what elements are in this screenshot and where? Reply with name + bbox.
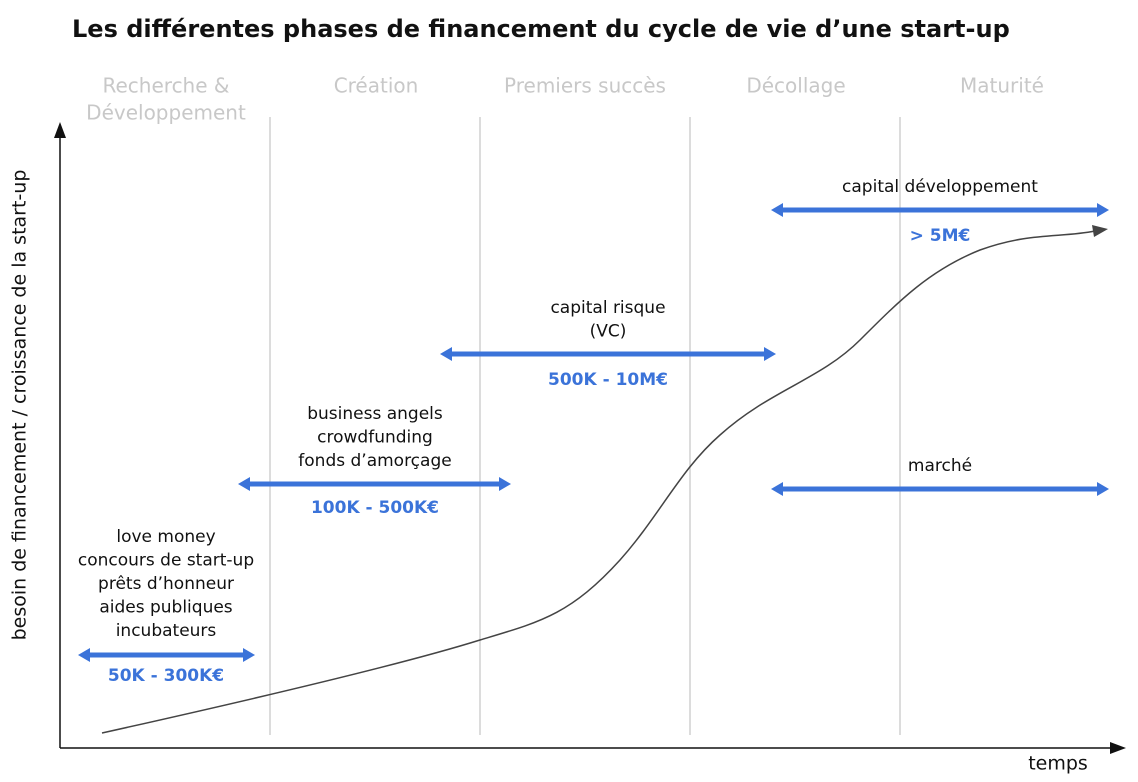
stage-label: aides publiques (99, 598, 232, 618)
title: Les différentes phases de financement du… (72, 15, 1010, 43)
arrow-head (243, 648, 255, 662)
stage-label: prêts d’honneur (98, 574, 234, 594)
stage-label: business angels (307, 404, 443, 424)
phase-label: Recherche & (103, 74, 230, 98)
stage-label: capital risque (550, 298, 665, 318)
stage-amount: 50K - 300K€ (108, 666, 224, 686)
arrow-head (1097, 203, 1109, 217)
y-axis-arrow (54, 122, 66, 138)
phase-label: Création (334, 74, 419, 98)
arrow-head (771, 482, 783, 496)
phase-label: Premiers succès (504, 74, 666, 98)
arrow-head (238, 477, 250, 491)
market-label: marché (908, 456, 972, 476)
stage-label: fonds d’amorçage (298, 451, 451, 471)
stage-label: love money (116, 527, 215, 547)
stage-label: concours de start-up (78, 551, 254, 571)
arrow-head (499, 477, 511, 491)
stage-amount: 500K - 10M€ (548, 370, 668, 390)
phase-label: Maturité (960, 74, 1044, 98)
arrow-head (764, 347, 776, 361)
stage-amount: 100K - 500K€ (311, 498, 439, 518)
content: Recherche & Développement Création Premiers… (78, 74, 1109, 686)
axes (54, 122, 1126, 754)
stage-label: incubateurs (116, 621, 217, 641)
stage-label: (VC) (590, 322, 627, 342)
growth-curve-arrow (1092, 225, 1108, 237)
stage-amount: > 5M€ (910, 226, 971, 246)
arrow-head (1097, 482, 1109, 496)
x-axis-arrow (1110, 742, 1126, 754)
arrow-head (440, 347, 452, 361)
growth-curve (101, 230, 1096, 734)
x-axis-label: temps (1028, 753, 1088, 775)
stage-label: capital développement (842, 177, 1038, 197)
phase-label: Développement (86, 101, 246, 125)
phase-label: Décollage (746, 74, 845, 98)
arrow-head (78, 648, 90, 662)
arrow-head (771, 203, 783, 217)
phase-dividers (269, 117, 901, 735)
stage-label: crowdfunding (317, 428, 433, 448)
y-axis-label: besoin de financement / croissance de la… (9, 170, 31, 641)
